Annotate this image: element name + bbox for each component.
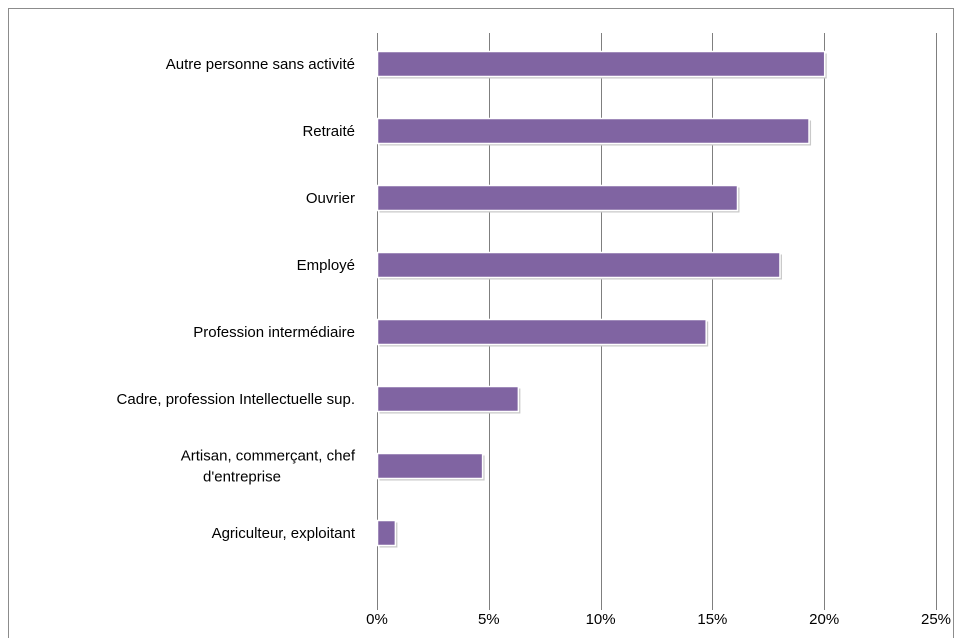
bar-artisan-commer-ant-chef-d-entreprise [376, 452, 484, 480]
x-tick-label: 0% [366, 611, 388, 628]
x-tick-label: 5% [478, 611, 500, 628]
category-label: Cadre, profession Intellectuelle sup. [117, 391, 355, 408]
x-tick-label: 25% [921, 611, 951, 628]
category-label: Agriculteur, exploitant [212, 525, 356, 542]
category-label: Retraité [302, 123, 355, 140]
bar-profession-interm-diaire [376, 318, 707, 346]
bar-ouvrier [376, 184, 739, 212]
bars [376, 50, 827, 548]
x-tick-label: 20% [809, 611, 839, 628]
category-label: Ouvrier [306, 190, 355, 207]
bar-employ [376, 251, 781, 279]
x-tick-label: 15% [697, 611, 727, 628]
x-tick-labels: 0% 5% 10% 15% 20% 25% [366, 611, 951, 628]
category-label: d'entreprise [203, 469, 281, 486]
category-label: Profession intermédiaire [193, 324, 355, 341]
x-tick-label: 10% [586, 611, 616, 628]
category-label: Artisan, commerçant, chef [181, 448, 356, 465]
bar-retrait [376, 117, 810, 145]
bar-agriculteur-exploitant [376, 519, 397, 547]
category-labels: Autre personne sans activité Retraité Ouvr… [117, 56, 356, 542]
bar-cadre-profession-intellectuelle-sup [376, 385, 520, 413]
category-label: Autre personne sans activité [166, 56, 355, 73]
bar-autre-personne-sans-activit [376, 50, 826, 78]
category-label: Employé [297, 257, 355, 274]
